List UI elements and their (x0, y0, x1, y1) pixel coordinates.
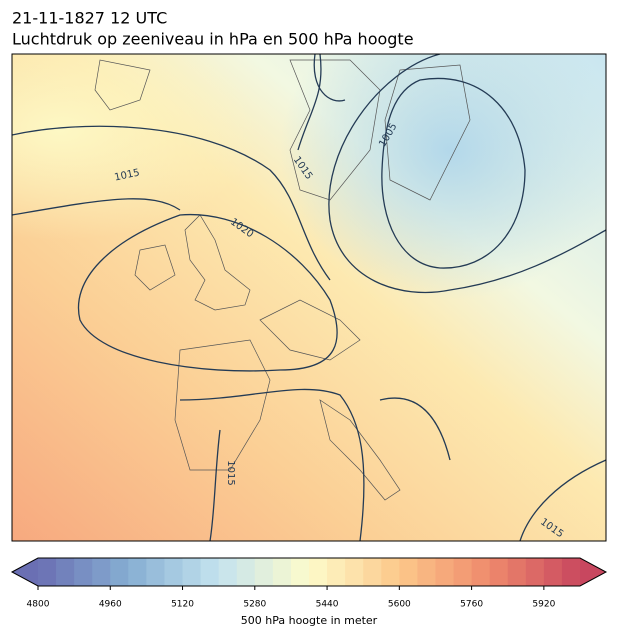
colorbar-band (363, 558, 382, 586)
colorbar-band (525, 558, 545, 586)
map-frame (11, 53, 607, 542)
colorbar-band (290, 558, 310, 586)
colorbar-tick-label: 5760 (460, 600, 483, 610)
colorbar-band (74, 558, 93, 586)
colorbar-tick-label: 4800 (27, 600, 50, 610)
colorbar-tick-label: 5920 (532, 600, 555, 610)
colorbar-band (471, 558, 491, 586)
colorbar-band (164, 558, 184, 586)
colorbar-tick-label: 5120 (171, 600, 194, 610)
colorbar-band (453, 558, 473, 586)
colorbar-band (345, 558, 364, 586)
colorbar: 4800 4960 5120 5280 5440 5600 5760 5920 (10, 557, 608, 610)
title: 21-11-1827 12 UTC (12, 9, 167, 28)
colorbar-band (381, 558, 400, 586)
colorbar-tick-label: 5280 (243, 600, 266, 610)
colorbar-band (200, 558, 220, 586)
colorbar-band (110, 558, 129, 586)
colorbar-band (236, 558, 256, 586)
colorbar-band (435, 558, 455, 586)
contour-label: 1015 (114, 167, 141, 183)
colorbar-band (543, 558, 563, 586)
colorbar-band (182, 558, 202, 586)
colorbar-band (56, 558, 75, 586)
colorbar-band (128, 558, 147, 586)
colorbar-band (399, 558, 418, 586)
isobars (12, 54, 606, 541)
colorbar-band (489, 558, 509, 586)
colorbar-band (309, 558, 328, 586)
colorbar-band (254, 558, 274, 586)
colorbar-band (38, 558, 57, 586)
map: 1015 1020 1005 1015 1015 1015 (12, 54, 606, 541)
colorbar-band (272, 558, 292, 586)
colorbar-extend-high (580, 558, 606, 586)
colorbar-tick-label: 5600 (388, 600, 411, 610)
colorbar-band (327, 558, 346, 586)
colorbar-band (92, 558, 111, 586)
contour-label: 1015 (225, 460, 236, 485)
colorbar-label: 500 hPa hoogte in meter (241, 614, 378, 627)
coastlines (94, 59, 471, 501)
colorbar-band (417, 558, 436, 586)
colorbar-band (146, 558, 165, 586)
colorbar-band (218, 558, 238, 586)
colorbar-band (561, 558, 581, 586)
colorbar-band (507, 558, 527, 586)
colorbar-extend-low (12, 558, 38, 586)
subtitle: Luchtdruk op zeeniveau in hPa en 500 hPa… (12, 30, 414, 49)
colorbar-tick-label: 5440 (316, 600, 339, 610)
colorbar-tick-label: 4960 (99, 600, 122, 610)
